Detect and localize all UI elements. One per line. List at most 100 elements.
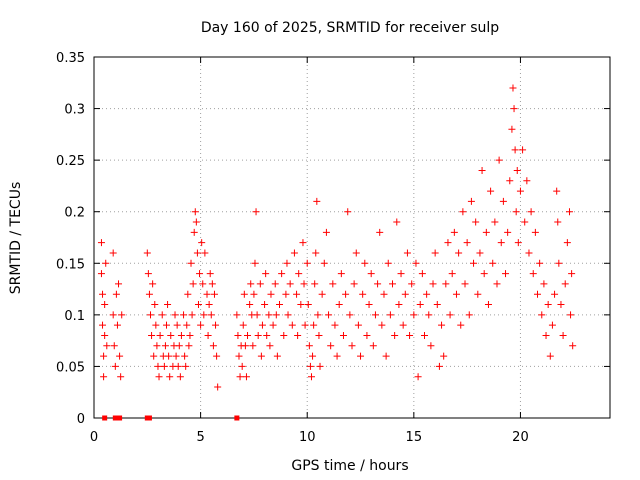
data-point [183, 321, 191, 329]
data-point [325, 311, 333, 319]
data-point [482, 228, 490, 236]
data-point [262, 270, 270, 278]
data-point [531, 228, 539, 236]
data-point [152, 321, 160, 329]
y-tick-label: 0 [77, 412, 85, 427]
y-tick-label: 0.35 [56, 51, 85, 66]
data-point [290, 249, 298, 257]
data-point [272, 311, 280, 319]
data-point [189, 280, 197, 288]
data-point [164, 301, 172, 309]
data-point [154, 362, 162, 370]
x-axis-title: GPS time / hours [291, 458, 408, 474]
data-point [337, 270, 345, 278]
data-point [149, 280, 157, 288]
data-point [329, 280, 337, 288]
data-point [315, 331, 323, 339]
chart-title: Day 160 of 2025, SRMTID for receiver sul… [201, 20, 499, 36]
data-point [348, 342, 356, 350]
data-point [538, 311, 546, 319]
data-point [177, 331, 185, 339]
data-point [100, 373, 108, 381]
data-point [214, 383, 222, 391]
data-point [493, 280, 501, 288]
y-axis-title: SRMTID / TECUs [8, 182, 24, 295]
data-point [399, 321, 407, 329]
data-point [143, 249, 151, 257]
data-point [251, 259, 259, 267]
data-point [299, 239, 307, 247]
data-point [212, 321, 220, 329]
data-point [284, 311, 292, 319]
data-point [397, 270, 405, 278]
data-point [438, 321, 446, 329]
data-point [256, 280, 264, 288]
data-point [252, 208, 260, 216]
x-tick-labels: 0 5 10 15 20 [90, 430, 529, 445]
y-tick-labels: 0 0.05 0.1 0.15 0.2 0.25 0.3 0.35 [56, 51, 85, 427]
data-point [463, 239, 471, 247]
data-point [300, 280, 308, 288]
data-point [241, 342, 249, 350]
data-point [200, 311, 208, 319]
data-point [376, 228, 384, 236]
data-point [316, 362, 324, 370]
data-point [147, 311, 155, 319]
data-point [109, 249, 117, 257]
data-point [450, 228, 458, 236]
data-point [269, 321, 277, 329]
data-point [253, 311, 261, 319]
data-point [563, 239, 571, 247]
data-point [203, 290, 211, 298]
data-point [529, 270, 537, 278]
data-point [523, 177, 531, 185]
data-point [504, 228, 512, 236]
data-point [474, 290, 482, 298]
data-point [320, 259, 328, 267]
data-point [350, 280, 358, 288]
data-point [497, 239, 505, 247]
data-point [234, 331, 242, 339]
data-point [374, 280, 382, 288]
data-point [470, 259, 478, 267]
data-point [278, 270, 286, 278]
data-point [487, 187, 495, 195]
data-point [172, 352, 180, 360]
data-point [418, 270, 426, 278]
data-point [184, 290, 192, 298]
data-point [382, 352, 390, 360]
data-point [201, 249, 209, 257]
data-point [173, 321, 181, 329]
data-point [506, 177, 514, 185]
data-point [367, 270, 375, 278]
data-point [187, 259, 195, 267]
x-tick-label: 0 [90, 430, 98, 445]
data-point [410, 311, 418, 319]
data-point [174, 362, 182, 370]
data-point [446, 311, 454, 319]
data-point [276, 301, 284, 309]
data-point [110, 342, 118, 350]
y-tick-label: 0.3 [64, 103, 85, 118]
data-point [286, 280, 294, 288]
data-point [354, 321, 362, 329]
data-point [209, 342, 217, 350]
data-point [452, 290, 460, 298]
data-point [242, 373, 250, 381]
data-point [365, 301, 373, 309]
data-point [263, 331, 271, 339]
data-point [476, 249, 484, 257]
data-point [342, 290, 350, 298]
data-point [118, 311, 126, 319]
data-point [427, 342, 435, 350]
data-point [297, 301, 305, 309]
data-point [244, 331, 252, 339]
data-point [457, 321, 465, 329]
data-point [499, 197, 507, 205]
data-point [312, 249, 320, 257]
data-point [389, 280, 397, 288]
axis-ticks [93, 56, 610, 419]
data-point [391, 331, 399, 339]
data-point [160, 362, 168, 370]
data-point [233, 311, 241, 319]
